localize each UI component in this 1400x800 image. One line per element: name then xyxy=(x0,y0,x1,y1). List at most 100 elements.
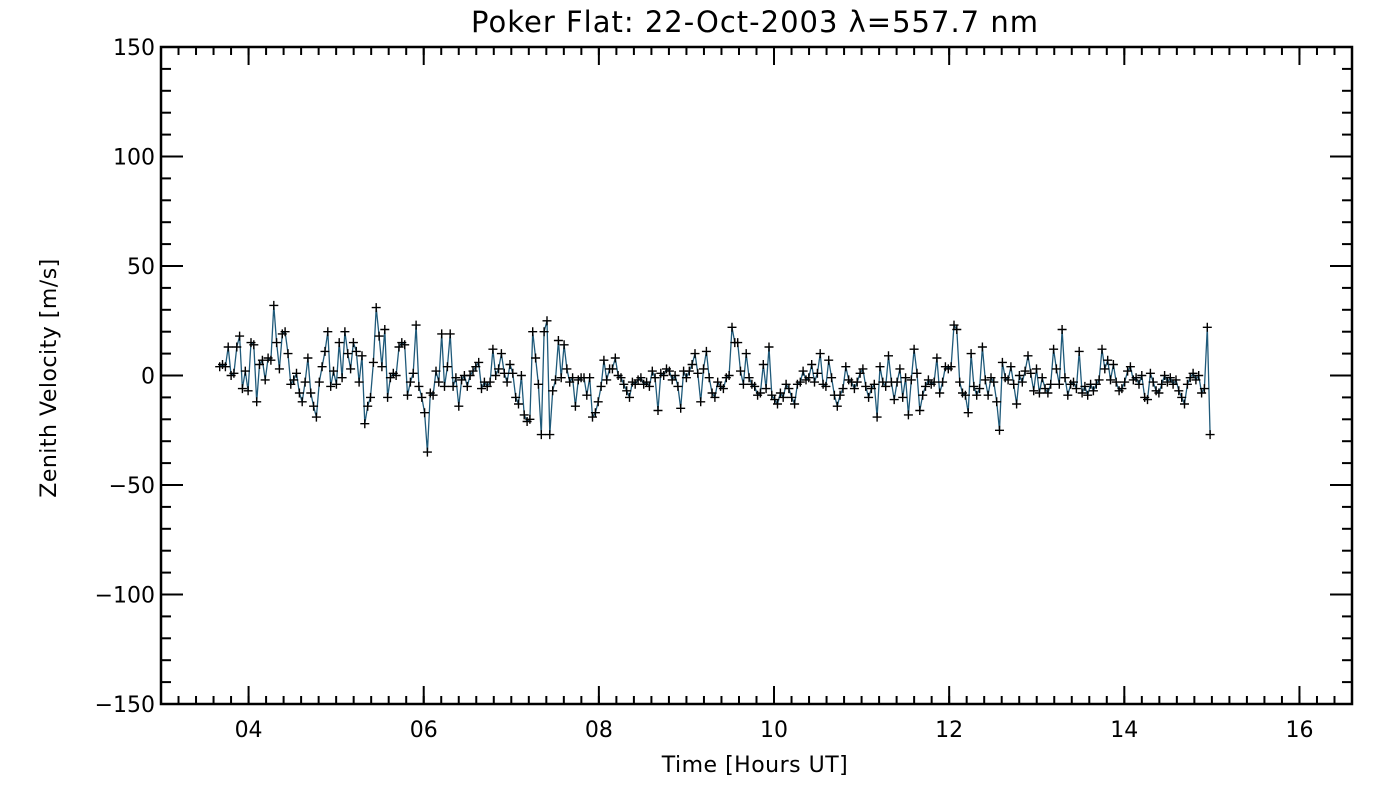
y-tick-label: 0 xyxy=(141,365,155,390)
data-point xyxy=(1117,384,1127,394)
data-point xyxy=(559,340,569,350)
data-point xyxy=(545,430,555,440)
data-point xyxy=(508,368,518,378)
data-point xyxy=(371,303,381,313)
data-point xyxy=(1182,379,1192,389)
data-point xyxy=(827,373,837,383)
data-point xyxy=(838,384,848,394)
data-point xyxy=(704,373,714,383)
data-point xyxy=(249,340,259,350)
data-point xyxy=(915,406,925,415)
data-point xyxy=(351,346,361,356)
data-point xyxy=(761,384,771,394)
data-point xyxy=(266,355,276,365)
data-point xyxy=(1088,386,1098,396)
data-point xyxy=(1060,373,1070,383)
data-point xyxy=(1080,381,1090,391)
data-point xyxy=(1032,364,1041,374)
data-point xyxy=(1023,351,1033,361)
data-point xyxy=(758,360,768,369)
data-point xyxy=(1057,325,1067,334)
data-point xyxy=(787,392,797,402)
chart-title: Poker Flat: 22-Oct-2003 λ=557.7 nm xyxy=(471,5,1039,39)
data-point xyxy=(223,342,233,352)
data-point xyxy=(1143,395,1152,405)
data-point xyxy=(1120,377,1130,387)
data-point xyxy=(869,379,879,389)
y-tick-label: 150 xyxy=(113,36,155,61)
data-point xyxy=(431,366,441,376)
data-point xyxy=(935,388,945,398)
data-point xyxy=(553,336,563,345)
data-point xyxy=(1037,373,1047,383)
data-point xyxy=(903,410,913,420)
data-point xyxy=(462,381,472,391)
data-point xyxy=(636,373,646,383)
data-point xyxy=(901,373,911,383)
data-point xyxy=(607,364,617,374)
data-point xyxy=(804,373,814,383)
data-point xyxy=(918,390,928,400)
data-point xyxy=(1137,371,1147,380)
data-point xyxy=(1063,390,1073,400)
data-point xyxy=(1034,388,1044,398)
data-point xyxy=(428,390,438,400)
data-point xyxy=(420,408,430,418)
data-point xyxy=(548,386,558,396)
data-point xyxy=(1154,388,1164,398)
data-point xyxy=(368,357,378,367)
data-point xyxy=(1009,379,1019,389)
data-point xyxy=(807,360,817,369)
data-point xyxy=(505,360,515,369)
data-point xyxy=(380,325,390,334)
data-point xyxy=(220,362,230,372)
data-point xyxy=(283,349,293,359)
data-point xyxy=(363,401,373,411)
data-point xyxy=(229,368,239,378)
data-point xyxy=(374,331,384,341)
data-point xyxy=(274,364,284,374)
data-point xyxy=(673,381,683,391)
data-point xyxy=(1125,362,1135,372)
data-point xyxy=(1017,377,1027,387)
data-point xyxy=(260,375,270,385)
data-point xyxy=(1094,375,1104,385)
data-point xyxy=(451,373,461,383)
data-point xyxy=(972,390,982,400)
data-point xyxy=(289,375,299,385)
data-point xyxy=(744,373,754,383)
data-point xyxy=(1148,377,1158,387)
data-point xyxy=(1026,368,1036,378)
data-point xyxy=(237,384,247,394)
data-point xyxy=(1029,386,1039,396)
data-point xyxy=(881,381,891,391)
data-point xyxy=(975,384,985,394)
data-point xyxy=(1157,379,1167,389)
data-point xyxy=(488,344,498,354)
data-point xyxy=(932,353,942,363)
data-point xyxy=(1111,377,1121,387)
axis-ticks xyxy=(160,46,1353,705)
data-point xyxy=(938,377,948,387)
data-point xyxy=(969,381,979,391)
data-point xyxy=(417,392,427,402)
x-tick-label: 06 xyxy=(410,718,438,743)
data-point xyxy=(314,377,324,387)
data-point xyxy=(952,325,962,334)
data-point xyxy=(1108,360,1118,369)
data-point xyxy=(653,406,663,415)
data-point xyxy=(531,353,541,363)
data-point xyxy=(568,373,578,383)
data-point xyxy=(400,340,410,350)
data-point xyxy=(1106,375,1115,385)
data-point xyxy=(1083,390,1093,400)
data-point xyxy=(1177,392,1187,402)
data-point xyxy=(750,381,760,391)
data-point xyxy=(502,377,512,387)
data-point xyxy=(1006,362,1016,372)
data-point xyxy=(491,371,501,380)
data-point xyxy=(440,381,449,391)
data-point xyxy=(434,377,444,387)
data-point xyxy=(1077,388,1087,398)
data-point xyxy=(718,384,728,394)
